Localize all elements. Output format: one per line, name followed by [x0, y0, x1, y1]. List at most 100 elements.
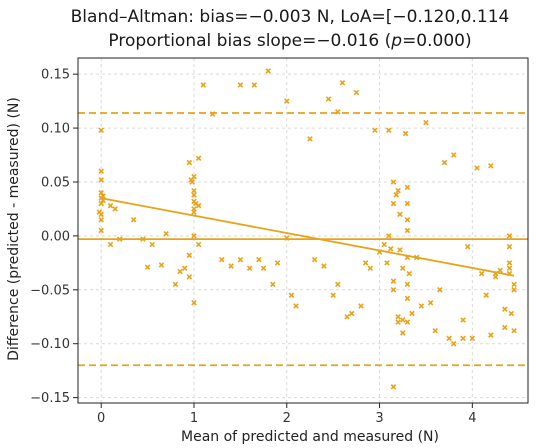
data-point [406, 270, 413, 277]
y-tick-label: −0.10 [30, 337, 70, 352]
data-point [399, 330, 406, 336]
data-point [311, 256, 318, 263]
data-point [395, 313, 401, 320]
data-point [464, 243, 471, 250]
data-point [348, 310, 355, 317]
data-point [393, 192, 400, 198]
x-tick-label: 1 [190, 411, 198, 426]
data-point [367, 265, 374, 271]
data-point [404, 227, 411, 234]
data-point [140, 236, 146, 242]
data-point [441, 159, 448, 166]
data-point [397, 247, 403, 253]
data-point [404, 295, 411, 302]
data-point [149, 241, 155, 248]
regression-line [101, 197, 515, 277]
data-point [397, 211, 403, 218]
data-point [335, 109, 341, 115]
data-point [191, 173, 197, 180]
data-point [372, 127, 378, 133]
reference-lines [78, 112, 528, 367]
y-tick-label: 0.05 [41, 175, 70, 190]
data-point [390, 200, 397, 207]
data-point [270, 281, 276, 288]
data-point [390, 384, 397, 390]
grid [78, 58, 528, 403]
data-point [191, 187, 197, 194]
x-axis-label: Mean of predicted and measured (N) [181, 429, 439, 445]
data-point [390, 179, 397, 185]
data-point [321, 263, 327, 269]
data-point [511, 281, 517, 288]
data-point [283, 98, 290, 104]
data-point [460, 317, 466, 323]
data-point [96, 209, 103, 215]
y-tick-label: −0.05 [30, 283, 70, 298]
y-axis-label: Difference (predicted - measured) (N) [6, 97, 22, 361]
x-tick-label: 4 [468, 411, 476, 426]
data-point [181, 265, 188, 271]
data-point [191, 233, 197, 239]
data-point [98, 216, 104, 223]
data-point [404, 281, 411, 288]
data-point [474, 165, 480, 171]
data-point [195, 155, 202, 162]
data-point [100, 197, 106, 204]
y-tick-label: 0.00 [41, 229, 70, 244]
data-point [390, 278, 397, 284]
data-point [256, 256, 262, 263]
data-point [172, 281, 179, 288]
data-point [409, 310, 415, 317]
data-point [399, 265, 406, 271]
x-tick-label: 3 [375, 411, 383, 426]
data-point [107, 241, 114, 248]
data-point [260, 265, 267, 271]
data-point [423, 119, 429, 126]
data-point [98, 177, 104, 183]
data-point [508, 310, 515, 317]
data-point [158, 262, 165, 268]
data-point [195, 241, 202, 248]
data-point [189, 179, 195, 185]
data-point [144, 264, 151, 270]
data-point [497, 267, 503, 274]
x-axis-ticks: 0 1 2 3 4 [97, 403, 476, 426]
data-point [506, 243, 513, 250]
data-point [402, 130, 409, 137]
data-point [163, 230, 169, 237]
data-point [186, 159, 193, 166]
data-point [353, 89, 360, 96]
data-point [506, 265, 513, 271]
data-point [330, 292, 336, 298]
data-point [335, 281, 341, 288]
data-point [451, 152, 457, 158]
data-point [237, 82, 244, 88]
data-point [460, 335, 466, 342]
data-point [195, 202, 202, 209]
data-point [502, 306, 508, 312]
data-point [107, 202, 114, 209]
data-point [325, 96, 332, 102]
data-point [112, 206, 118, 212]
y-tick-label: −0.15 [30, 391, 70, 406]
data-point [478, 270, 485, 277]
data-point [219, 256, 225, 263]
data-point [381, 241, 387, 248]
data-point [404, 319, 411, 325]
data-point [387, 246, 394, 252]
x-tick-label: 0 [97, 411, 105, 426]
data-point [98, 168, 104, 174]
data-point [251, 82, 258, 88]
data-point [427, 299, 434, 306]
data-point [246, 265, 253, 271]
data-point [116, 236, 123, 242]
data-point [413, 254, 420, 261]
data-point [404, 254, 411, 261]
data-point [100, 193, 106, 199]
data-point [191, 299, 197, 306]
data-point [390, 287, 397, 293]
data-point [98, 227, 104, 234]
data-point [265, 68, 271, 74]
data-point [200, 82, 207, 88]
data-point [451, 340, 457, 347]
